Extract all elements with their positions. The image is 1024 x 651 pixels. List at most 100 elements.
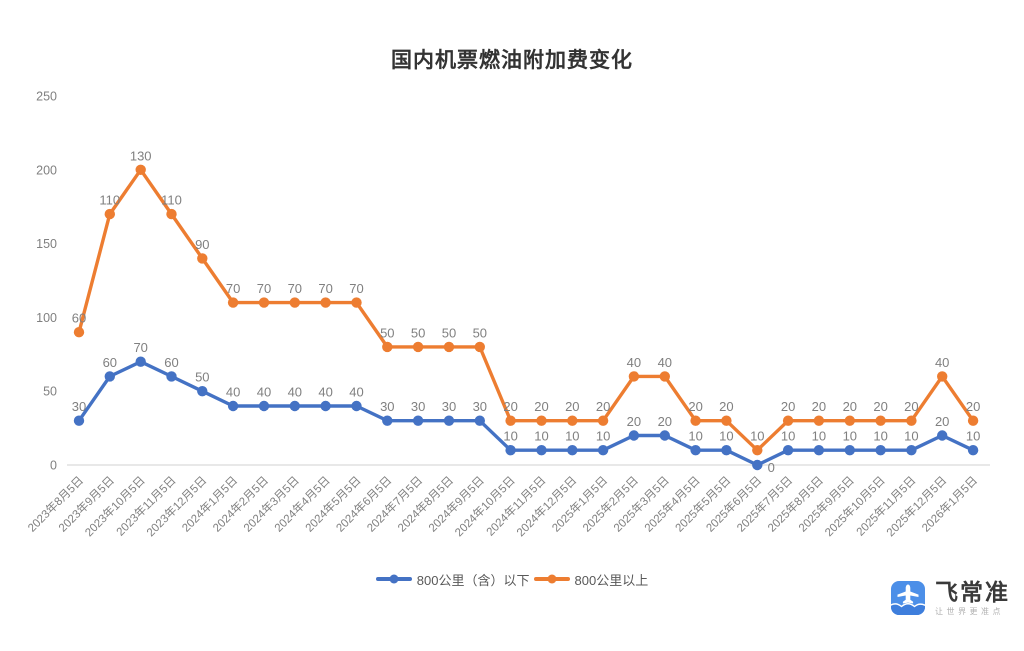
series-over-800km-line bbox=[77, 168, 975, 452]
brand-name: 飞常准 bbox=[935, 579, 1010, 605]
orange-data-label: 60 bbox=[72, 311, 86, 326]
series-under-800km-point bbox=[382, 415, 393, 426]
y-tick-label: 250 bbox=[36, 90, 57, 104]
blue-data-label: 30 bbox=[473, 399, 487, 414]
blue-data-label: 40 bbox=[257, 385, 271, 400]
orange-data-label: 20 bbox=[966, 399, 980, 414]
series-over-800km-point bbox=[320, 297, 331, 308]
series-under-800km-point bbox=[104, 371, 116, 382]
blue-data-label: 20 bbox=[935, 414, 949, 429]
series-over-800km-point bbox=[628, 371, 640, 382]
blue-data-label: 10 bbox=[565, 429, 579, 444]
legend-label-over-800km: 800公里以上 bbox=[574, 572, 649, 588]
variflight-logo: 飞常准 让世界更准点 bbox=[890, 580, 1010, 617]
y-tick-label: 150 bbox=[36, 237, 57, 251]
blue-data-label: 10 bbox=[904, 429, 918, 444]
series-under-800km-point bbox=[166, 371, 177, 382]
series-over-800km-point bbox=[659, 371, 670, 382]
legend-item-under-800km: 800公里（含）以下 bbox=[375, 570, 530, 589]
y-tick-label: 50 bbox=[43, 385, 57, 399]
brand-tagline: 让世界更准点 bbox=[935, 607, 1004, 617]
series-under-800km-point bbox=[227, 400, 239, 412]
x-tick-label: 2023年8月5日 bbox=[25, 473, 86, 534]
orange-data-label: 20 bbox=[719, 399, 733, 414]
blue-data-label: 50 bbox=[195, 370, 209, 385]
orange-data-label: 20 bbox=[565, 399, 579, 414]
series-over-800km-point bbox=[875, 415, 886, 426]
orange-data-label: 20 bbox=[781, 399, 795, 414]
series-over-800km-point bbox=[351, 297, 362, 308]
series-over-800km-point bbox=[412, 341, 424, 353]
series-under-800km-line bbox=[77, 360, 975, 467]
orange-data-label: 20 bbox=[873, 399, 887, 414]
series-over-800km-point bbox=[443, 341, 455, 353]
blue-data-label: 20 bbox=[627, 414, 641, 429]
series-under-800km-point bbox=[628, 430, 640, 441]
series-over-800km-point bbox=[505, 415, 516, 426]
orange-data-label: 130 bbox=[130, 148, 152, 163]
series-under-800km-point bbox=[474, 415, 485, 426]
series-under-800km-point bbox=[505, 445, 516, 456]
airplane-glyph bbox=[897, 584, 919, 604]
orange-data-label: 20 bbox=[904, 399, 918, 414]
series-under-800km-point bbox=[752, 459, 763, 471]
orange-data-label: 110 bbox=[99, 193, 120, 208]
series-under-800km-point bbox=[597, 445, 609, 456]
series-over-800km-point bbox=[813, 415, 825, 426]
airplane-app-icon bbox=[891, 581, 925, 615]
series-under-800km-point bbox=[135, 356, 146, 367]
series-over-800km-point bbox=[289, 297, 300, 308]
brand-text: 飞常准 让世界更准点 bbox=[935, 580, 1010, 617]
series-under-800km-point bbox=[690, 445, 701, 456]
blue-data-label: 10 bbox=[781, 429, 795, 444]
series-under-800km-point bbox=[721, 445, 732, 456]
series-over-800km-point bbox=[906, 415, 917, 426]
series-over-800km-point bbox=[782, 415, 794, 426]
orange-data-label: 90 bbox=[195, 237, 209, 252]
orange-data-label: 70 bbox=[226, 281, 240, 296]
series-over-800km-point bbox=[937, 371, 948, 382]
series-over-800km-point bbox=[752, 445, 763, 456]
orange-data-label: 20 bbox=[534, 399, 548, 414]
series-under-800km-point bbox=[73, 415, 85, 426]
series-over-800km-point bbox=[197, 253, 208, 264]
orange-data-label: 20 bbox=[812, 399, 826, 414]
blue-data-label: 40 bbox=[288, 385, 302, 400]
blue-data-label: 60 bbox=[164, 355, 178, 370]
orange-data-label: 20 bbox=[688, 399, 702, 414]
series-under-800km-point bbox=[875, 445, 886, 456]
series-under-800km-point bbox=[289, 400, 300, 412]
orange-data-label: 50 bbox=[380, 325, 394, 340]
legend-line-orange-icon bbox=[533, 574, 570, 584]
series-under-800km-point bbox=[659, 430, 670, 441]
orange-data-label: 70 bbox=[349, 281, 363, 296]
orange-data-label: 70 bbox=[288, 281, 302, 296]
series-under-800km-point bbox=[844, 445, 855, 456]
series-over-800km-point bbox=[382, 341, 393, 353]
blue-data-label: 60 bbox=[103, 355, 117, 370]
blue-data-label: 40 bbox=[318, 385, 332, 400]
series-under-800km-point bbox=[258, 400, 270, 412]
series-over-800km-point bbox=[135, 164, 146, 175]
blue-data-label: 30 bbox=[442, 399, 456, 414]
orange-data-label: 70 bbox=[318, 281, 332, 296]
series-over-800km-point bbox=[227, 297, 239, 308]
orange-data-label: 110 bbox=[161, 193, 182, 208]
series-over-800km-point bbox=[104, 208, 116, 220]
y-tick-label: 100 bbox=[36, 311, 57, 325]
series-over-800km-point bbox=[967, 415, 979, 426]
blue-data-label: 30 bbox=[72, 399, 86, 414]
blue-data-label: 40 bbox=[349, 385, 363, 400]
y-tick-label: 200 bbox=[36, 163, 57, 177]
series-under-800km-point bbox=[412, 415, 424, 426]
series-under-800km-point bbox=[536, 445, 547, 456]
series-under-800km-point bbox=[197, 386, 208, 397]
blue-data-label: 10 bbox=[812, 429, 826, 444]
series-under-800km-point bbox=[567, 445, 578, 456]
orange-data-label: 50 bbox=[473, 325, 487, 340]
series-over-800km-point bbox=[73, 327, 85, 338]
blue-data-label: 20 bbox=[658, 414, 672, 429]
orange-data-label: 70 bbox=[257, 281, 271, 296]
orange-data-label: 40 bbox=[935, 355, 949, 370]
